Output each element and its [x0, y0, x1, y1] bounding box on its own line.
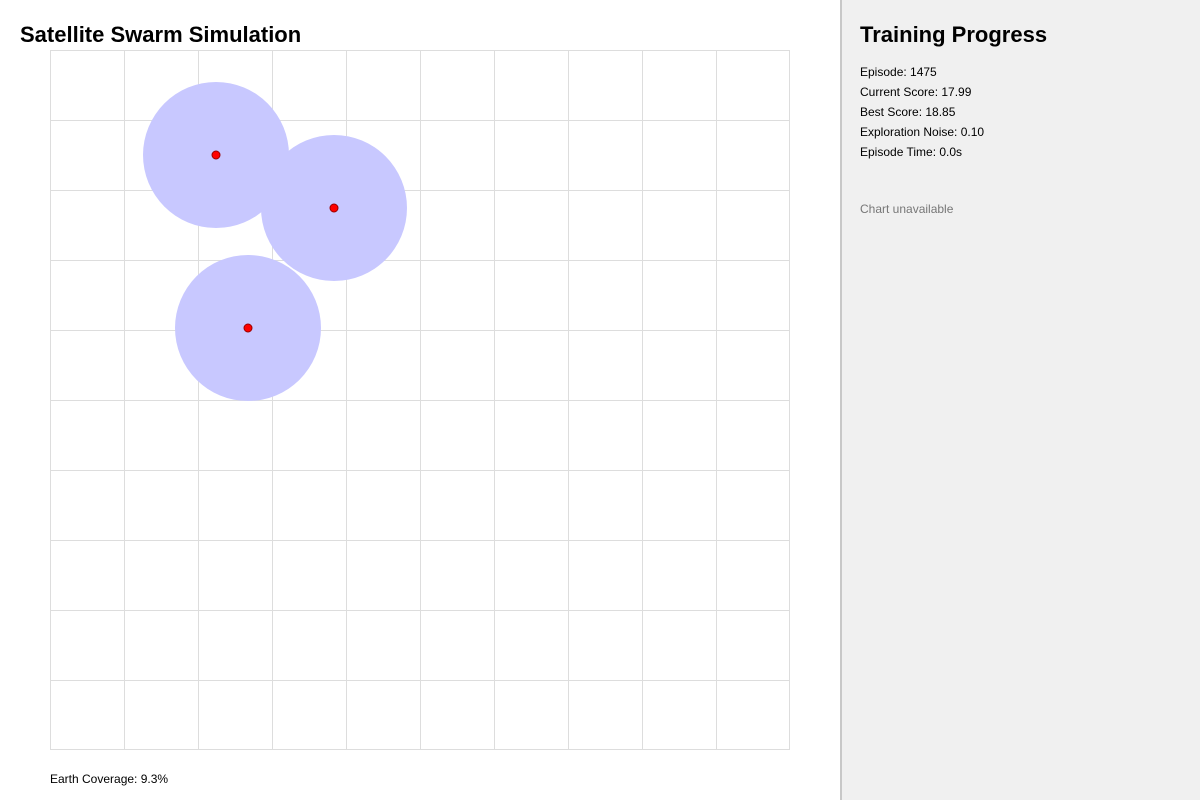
sidebar-title: Training Progress	[860, 22, 1048, 47]
satellite-2	[329, 203, 339, 213]
page-title: Satellite Swarm Simulation	[20, 22, 302, 47]
satellite-1	[211, 150, 221, 160]
satellites	[211, 150, 339, 333]
stat-best-score: Best Score: 18.85	[860, 105, 956, 119]
stat-exploration-noise: Exploration Noise: 0.10	[860, 125, 985, 139]
panel-divider	[840, 0, 842, 800]
simulation-panel: Satellite Swarm Simulation Earth Coverag…	[20, 22, 790, 786]
stat-current-score: Current Score: 17.99	[860, 85, 972, 99]
coverage-areas	[143, 82, 407, 401]
earth-coverage-readout: Earth Coverage: 9.3%	[50, 772, 169, 786]
simulation-canvas[interactable]	[50, 50, 790, 750]
stat-episode-time: Episode Time: 0.0s	[860, 145, 963, 159]
simulation-grid	[50, 50, 790, 750]
grid-lines	[50, 50, 790, 750]
chart-unavailable-message: Chart unavailable	[860, 202, 954, 216]
stat-episode: Episode: 1475	[860, 65, 937, 79]
stats-list: Episode: 1475 Current Score: 17.99 Best …	[860, 62, 984, 162]
training-progress-sidebar: Training Progress Episode: 1475 Current …	[842, 0, 1200, 800]
satellite-3	[243, 323, 253, 333]
